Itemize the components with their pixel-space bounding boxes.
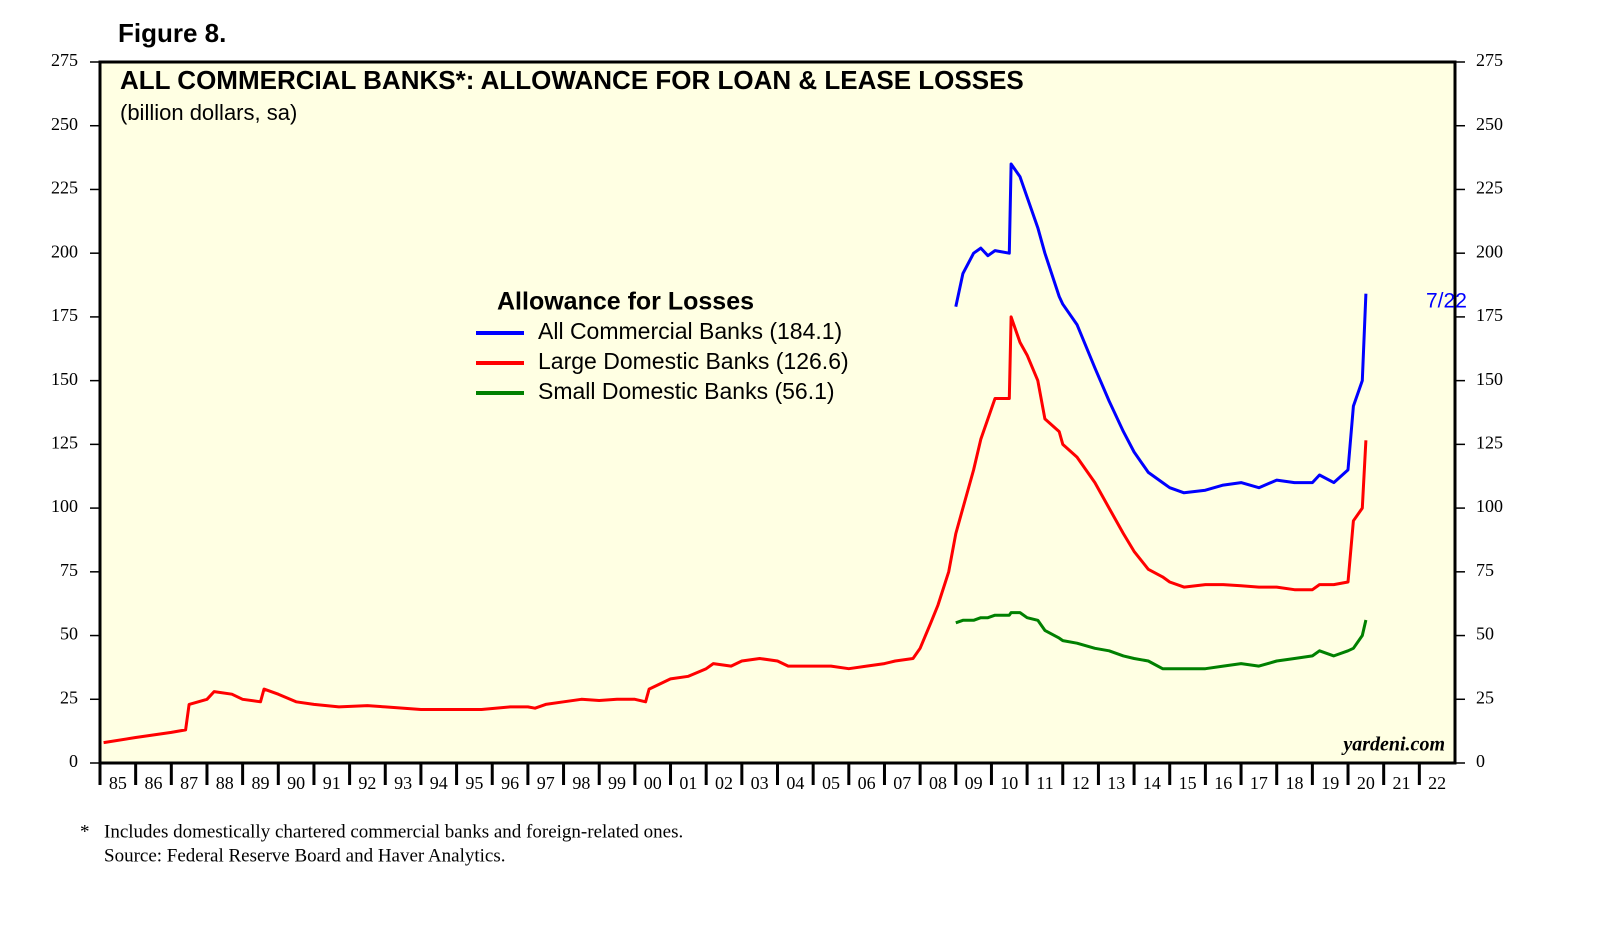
- x-tick-label: 12: [1072, 773, 1090, 793]
- x-tick-label: 22: [1428, 773, 1446, 793]
- y2-tick-label: 25: [1476, 687, 1494, 707]
- y-tick-label: 125: [51, 432, 78, 452]
- x-tick-label: 98: [572, 773, 590, 793]
- y-tick-label: 150: [51, 369, 78, 389]
- x-tick-label: 17: [1250, 773, 1268, 793]
- y2-tick-label: 250: [1476, 114, 1503, 134]
- watermark: yardeni.com: [1341, 734, 1445, 756]
- x-tick-label: 18: [1286, 773, 1304, 793]
- y-tick-label: 50: [60, 624, 78, 644]
- y2-tick-label: 175: [1476, 305, 1503, 325]
- x-tick-label: 16: [1214, 773, 1232, 793]
- x-tick-label: 13: [1107, 773, 1125, 793]
- y2-tick-label: 100: [1476, 496, 1503, 516]
- x-tick-label: 20: [1357, 773, 1375, 793]
- y-tick-label: 25: [60, 687, 78, 707]
- legend-label: Large Domestic Banks (126.6): [538, 348, 849, 374]
- x-tick-label: 99: [608, 773, 626, 793]
- x-tick-label: 95: [465, 773, 483, 793]
- x-tick-label: 96: [501, 773, 519, 793]
- y2-tick-label: 200: [1476, 241, 1503, 261]
- x-tick-label: 06: [858, 773, 876, 793]
- x-tick-label: 11: [1036, 773, 1053, 793]
- x-tick-label: 14: [1143, 773, 1161, 793]
- y-tick-label: 75: [60, 560, 78, 580]
- y-tick-label: 250: [51, 114, 78, 134]
- x-tick-label: 05: [822, 773, 840, 793]
- chart-subtitle: (billion dollars, sa): [120, 100, 297, 125]
- source-note: Source: Federal Reserve Board and Haver …: [104, 845, 506, 866]
- x-tick-label: 00: [644, 773, 662, 793]
- y-tick-label: 275: [51, 50, 78, 70]
- y-tick-label: 175: [51, 305, 78, 325]
- x-tick-label: 88: [216, 773, 234, 793]
- x-tick-label: 09: [965, 773, 983, 793]
- footnote-marker: *: [80, 821, 90, 842]
- footnote: Includes domestically chartered commerci…: [104, 821, 683, 842]
- x-tick-label: 90: [287, 773, 305, 793]
- x-tick-label: 21: [1393, 773, 1411, 793]
- x-tick-label: 91: [323, 773, 341, 793]
- x-tick-label: 08: [929, 773, 947, 793]
- x-tick-label: 87: [180, 773, 198, 793]
- x-tick-label: 04: [786, 773, 804, 793]
- legend-label: All Commercial Banks (184.1): [538, 318, 842, 344]
- y-tick-label: 0: [69, 751, 78, 771]
- legend-label: Small Domestic Banks (56.1): [538, 378, 835, 404]
- y-tick-label: 225: [51, 178, 78, 198]
- x-tick-label: 01: [679, 773, 697, 793]
- series-line: [954, 162, 1368, 495]
- series-line: [955, 611, 1368, 671]
- y-tick-label: 200: [51, 241, 78, 261]
- annotation: 7/22: [1426, 290, 1467, 313]
- x-tick-label: 92: [358, 773, 376, 793]
- legend-title: Allowance for Losses: [497, 288, 754, 316]
- y2-tick-label: 125: [1476, 432, 1503, 452]
- x-tick-label: 02: [715, 773, 733, 793]
- x-tick-label: 03: [751, 773, 769, 793]
- x-tick-label: 10: [1000, 773, 1018, 793]
- y2-tick-label: 275: [1476, 50, 1503, 70]
- y2-tick-label: 0: [1476, 751, 1485, 771]
- x-tick-label: 19: [1321, 773, 1339, 793]
- y2-tick-label: 150: [1476, 369, 1503, 389]
- x-tick-label: 94: [430, 773, 448, 793]
- y-tick-label: 100: [51, 496, 78, 516]
- series-line: [103, 315, 1368, 745]
- x-tick-label: 15: [1179, 773, 1197, 793]
- chart-title: ALL COMMERCIAL BANKS*: ALLOWANCE FOR LOA…: [120, 65, 1024, 95]
- plot-area: [98, 60, 1457, 765]
- x-tick-label: 93: [394, 773, 412, 793]
- y2-tick-label: 50: [1476, 624, 1494, 644]
- x-tick-label: 07: [893, 773, 911, 793]
- y2-tick-label: 225: [1476, 178, 1503, 198]
- figure-label: Figure 8.: [118, 18, 226, 48]
- x-tick-label: 86: [144, 773, 162, 793]
- x-tick-label: 97: [537, 773, 555, 793]
- y2-tick-label: 75: [1476, 560, 1494, 580]
- x-tick-label: 89: [251, 773, 269, 793]
- x-tick-label: 85: [109, 773, 127, 793]
